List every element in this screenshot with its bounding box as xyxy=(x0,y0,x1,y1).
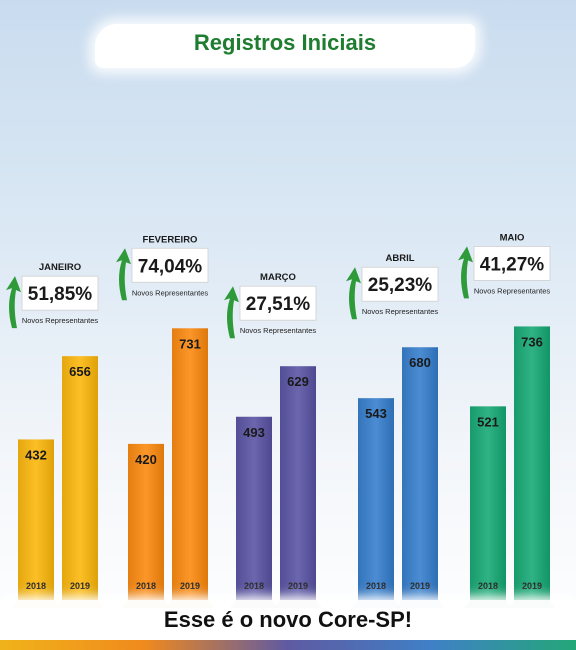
value-label: 629 xyxy=(287,374,309,389)
value-label: 543 xyxy=(365,406,387,421)
novos-representantes-label: Novos Representantes xyxy=(22,316,99,325)
value-label: 656 xyxy=(69,364,91,379)
month-label: ABRIL xyxy=(385,253,414,264)
novos-representantes-label: Novos Representantes xyxy=(240,326,317,335)
growth-callout-box xyxy=(473,246,551,281)
growth-percentage: 74,04% xyxy=(138,256,203,277)
year-label: 2019 xyxy=(410,581,430,591)
year-label: 2018 xyxy=(26,581,46,591)
growth-arrow-icon xyxy=(6,276,21,329)
value-label: 736 xyxy=(521,334,543,349)
year-label: 2019 xyxy=(288,581,308,591)
value-label: 680 xyxy=(409,355,431,370)
value-label: 432 xyxy=(25,447,47,462)
year-label: 2019 xyxy=(180,581,200,591)
growth-arrow-icon xyxy=(458,246,473,299)
growth-arrow-icon xyxy=(346,267,361,320)
value-label: 731 xyxy=(179,336,201,351)
novos-representantes-label: Novos Representantes xyxy=(474,286,551,295)
bar-março-2018 xyxy=(236,416,272,600)
growth-percentage: 41,27% xyxy=(480,254,545,275)
bar-abril-2018 xyxy=(358,398,394,600)
bar-maio-2018 xyxy=(470,406,506,600)
growth-percentage: 51,85% xyxy=(28,284,93,305)
bar-fevereiro-2019 xyxy=(172,328,208,600)
bar-fevereiro-2018 xyxy=(128,443,164,600)
year-label: 2018 xyxy=(478,581,498,591)
growth-arrow-icon xyxy=(224,286,239,339)
growth-percentage: 25,23% xyxy=(368,275,433,296)
labels-layer: 432 2018 656 2019 JANEIRO 51,85% Novos Represe… xyxy=(6,232,551,591)
growth-callout-box xyxy=(131,247,209,283)
month-label: FEVEREIRO xyxy=(143,234,198,245)
bar-janeiro-2018 xyxy=(18,439,54,600)
month-label: MARÇO xyxy=(260,272,296,283)
year-label: 2018 xyxy=(136,581,156,591)
bars-layer xyxy=(12,326,556,608)
value-label: 420 xyxy=(135,452,157,467)
growth-callout-box xyxy=(361,266,439,302)
novos-representantes-label: Novos Representantes xyxy=(362,307,439,316)
novos-representantes-label: Novos Representantes xyxy=(132,288,209,297)
year-label: 2018 xyxy=(366,581,386,591)
year-label: 2019 xyxy=(70,581,90,591)
month-label: JANEIRO xyxy=(39,262,81,273)
year-label: 2019 xyxy=(522,581,542,591)
month-label: MAIO xyxy=(500,232,525,243)
growth-arrow-icon xyxy=(116,248,131,301)
footer-color-strip xyxy=(0,640,576,650)
bar-janeiro-2019 xyxy=(62,356,98,600)
footer-banner xyxy=(0,600,576,640)
value-label: 521 xyxy=(477,414,499,429)
title-brush-stroke xyxy=(95,24,475,68)
chart-title: Registros Iniciais xyxy=(193,30,377,55)
growth-callout-box xyxy=(239,285,317,321)
bar-abril-2019 xyxy=(402,347,438,600)
growth-percentage: 27,51% xyxy=(246,294,311,315)
value-label: 493 xyxy=(243,425,265,440)
footer-text: Esse é o novo Core-SP! xyxy=(163,607,413,632)
year-label: 2018 xyxy=(244,581,264,591)
bar-março-2019 xyxy=(280,366,316,600)
growth-callout-box xyxy=(21,275,99,311)
title-banner: Registros Iniciais xyxy=(95,18,475,70)
bar-maio-2019 xyxy=(514,326,550,600)
